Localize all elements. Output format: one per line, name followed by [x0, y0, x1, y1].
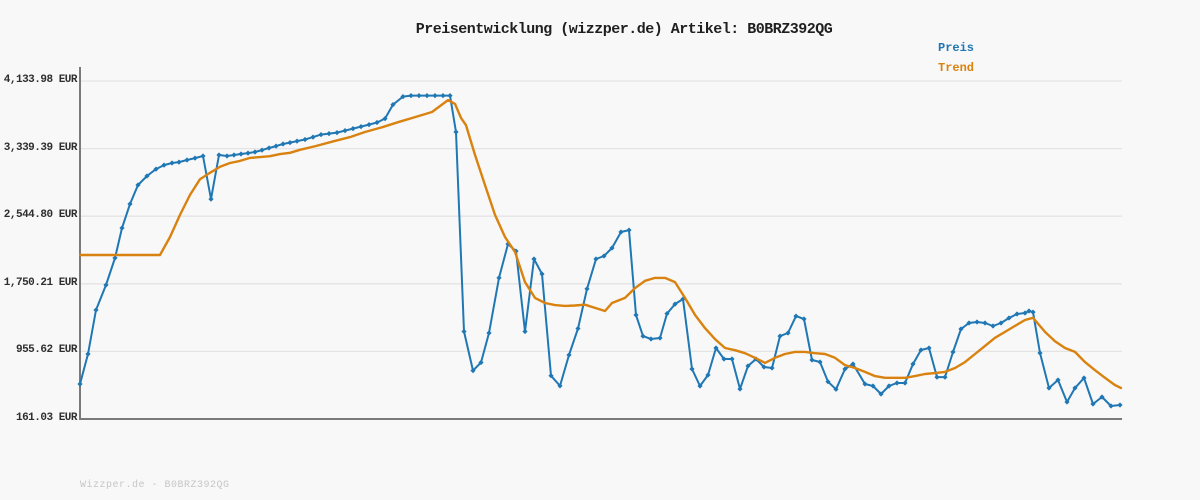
series-line-trend — [78, 98, 1123, 390]
legend-item-preis: Preis — [938, 41, 975, 55]
y-tick-label: 1,750.21 EUR — [3, 276, 78, 289]
y-tick-label: 2,544.80 EUR — [3, 209, 78, 222]
y-tick-label: 3,339.39 EUR — [3, 141, 78, 154]
y-tick-label: 4,133.98 EUR — [3, 74, 78, 86]
chart-title: Preisentwicklung (wizzper.de) Artikel: B… — [415, 21, 833, 38]
series-line-preis — [79, 94, 1121, 407]
y-tick-label: 161.03 EUR — [15, 412, 78, 424]
y-tick-label: 955.62 EUR — [15, 344, 78, 357]
watermark-text: Wizzper.de - B0BRZ392QG — [80, 480, 230, 491]
legend-item-trend: Trend — [938, 61, 975, 75]
